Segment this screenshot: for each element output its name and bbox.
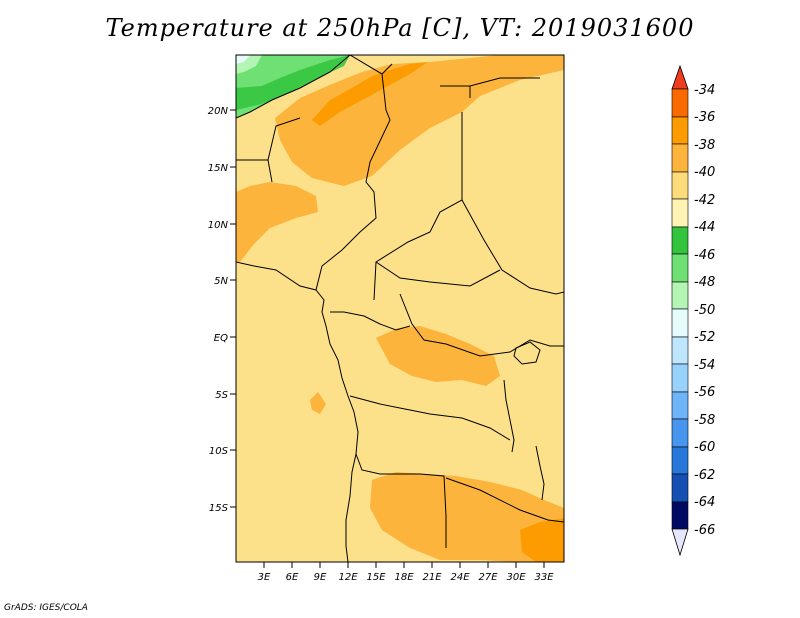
colorbar-box-5 <box>671 198 689 228</box>
cool-region-darkgreen <box>236 55 350 110</box>
lat-label-15s: 15S <box>209 503 229 514</box>
colorbar-box-3 <box>671 143 689 173</box>
colorbar-box-15 <box>671 473 689 503</box>
map-panel <box>236 55 564 562</box>
colorbar-label: -34 <box>694 83 715 98</box>
colorbar-box-12 <box>671 391 689 420</box>
colorbar-label: -56 <box>694 385 715 400</box>
colorbar-box-7 <box>671 253 689 283</box>
lon-axis: 3E 6E 9E 12E 15E 18E 21E 24E 27E 30E 33E <box>258 562 554 583</box>
colorbar-bottom-arrow <box>671 528 689 557</box>
colorbar-box-13 <box>671 418 689 448</box>
lon-label-12e: 12E <box>338 572 358 583</box>
colorbar-top-arrow <box>671 64 689 90</box>
lat-label-eq: EQ <box>214 333 228 344</box>
colorbar: -34 -36 -38 -40 -42 -44 -46 -48 -50 -52 … <box>671 64 715 557</box>
lat-label-5n: 5N <box>214 276 228 287</box>
colorbar-label: -46 <box>694 248 715 263</box>
lat-label-10s: 10S <box>209 446 229 457</box>
colorbar-box-6 <box>671 226 689 255</box>
colorbar-box-1 <box>671 88 689 118</box>
colorbar-box-2 <box>671 116 689 145</box>
colorbar-box-4 <box>671 171 689 200</box>
lat-label-10n: 10N <box>208 220 229 231</box>
warm-region-sahara <box>275 55 564 186</box>
colorbar-box-11 <box>671 363 689 393</box>
lat-label-20n: 20N <box>208 106 229 117</box>
lake-victoria <box>513 341 541 365</box>
lat-axis: 20N 15N 10N 5N EQ 5S 10S 15S <box>208 106 236 514</box>
colorbar-box-9 <box>671 308 689 338</box>
colorbar-label: -64 <box>694 495 715 510</box>
lat-label-5s: 5S <box>215 390 228 401</box>
warm-region-south <box>370 472 564 562</box>
colorbar-label: -40 <box>694 165 715 180</box>
lat-label-15n: 15N <box>208 163 229 174</box>
cool-region-cyan <box>236 55 250 64</box>
lon-label-18e: 18E <box>394 572 414 583</box>
coastline-west <box>236 261 359 562</box>
lon-label-30e: 30E <box>506 572 526 583</box>
colorbar-label: -54 <box>694 358 715 373</box>
warm-region-se <box>536 540 564 562</box>
chart-title: Temperature at 250hPa [C], VT: 201903160… <box>105 14 695 42</box>
border-lines <box>236 55 564 548</box>
warm-region-sahara-core <box>312 62 428 126</box>
lake-malawi <box>535 445 545 501</box>
lake-tanganyika <box>503 379 515 453</box>
lon-label-15e: 15E <box>366 572 386 583</box>
colorbar-box-16 <box>671 501 689 530</box>
colorbar-label: -36 <box>694 110 715 125</box>
colorbar-label: -58 <box>694 413 715 428</box>
lon-label-33e: 33E <box>534 572 554 583</box>
colorbar-label: -66 <box>694 523 715 538</box>
colorbar-box-14 <box>671 446 689 475</box>
warm-region-central <box>376 326 500 386</box>
colorbar-label: -62 <box>694 468 715 483</box>
lon-label-21e: 21E <box>422 572 442 583</box>
colorbar-label: -44 <box>694 220 715 235</box>
lon-label-24e: 24E <box>450 572 470 583</box>
colorbar-label: -38 <box>694 138 715 153</box>
warm-region-west-coast <box>310 392 326 414</box>
warm-region-nw <box>236 182 318 262</box>
grads-credit: GrADS: IGES/COLA <box>4 603 88 613</box>
colorbar-box-10 <box>671 336 689 365</box>
map-frame <box>235 54 565 563</box>
colorbar-label: -52 <box>694 330 715 345</box>
colorbar-box-8 <box>671 281 689 310</box>
colorbar-label: -48 <box>694 275 715 290</box>
colorbar-label: -60 <box>694 440 715 455</box>
colorbar-label: -50 <box>694 303 715 318</box>
colorbar-label: -42 <box>694 193 715 208</box>
lon-label-9e: 9E <box>314 572 327 583</box>
lon-label-27e: 27E <box>478 572 498 583</box>
lon-label-6e: 6E <box>286 572 299 583</box>
country-borders <box>236 55 564 562</box>
lon-label-3e: 3E <box>258 572 271 583</box>
